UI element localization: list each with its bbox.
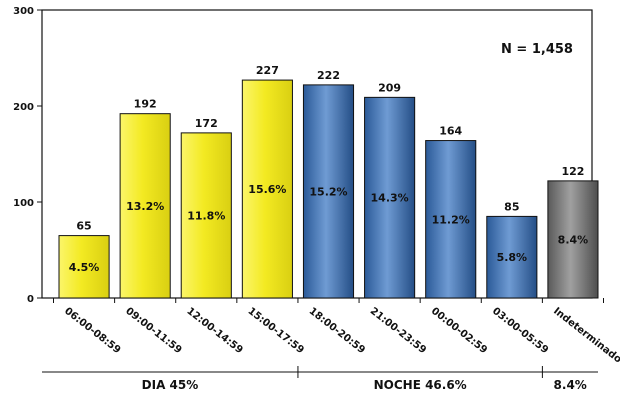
bar-03-00-05-59 — [486, 215, 538, 299]
bar-percent-label: 13.2% — [126, 200, 164, 213]
bar-value-label: 222 — [317, 69, 340, 82]
bar-12-00-14-59 — [180, 132, 232, 299]
group-label: NOCHE 46.6% — [374, 378, 467, 392]
bar-percent-label: 5.8% — [497, 251, 528, 264]
bar-value-label: 172 — [195, 117, 218, 130]
y-tick-label: 300 — [13, 6, 34, 17]
x-tick-label: 03:00-05:59 — [490, 306, 550, 356]
bar-percent-label: 15.2% — [309, 185, 347, 198]
group-label: DIA 45% — [142, 378, 199, 392]
x-tick-label: 18:00-20:59 — [307, 306, 367, 356]
x-tick-label: 09:00-11:59 — [123, 306, 183, 356]
bar-value-label: 227 — [256, 64, 279, 77]
x-tick-label: Indeterminado — [551, 306, 620, 366]
y-axis: 0 100 200 300 — [13, 6, 42, 305]
x-axis: 06:00-08:59 09:00-11:59 12:00-14:59 15:00-1… — [53, 298, 620, 366]
x-tick-label: 21:00-23:59 — [368, 306, 428, 356]
y-tick-label: 0 — [27, 294, 34, 305]
bar-percent-label: 4.5% — [69, 261, 100, 274]
bar-15-00-17-59 — [241, 79, 293, 299]
bar-21-00-23-59 — [364, 96, 416, 299]
bar-indeterminado — [547, 180, 599, 299]
bars: 65 4.5% 192 13.2% 172 11.8% 227 15.6% 222 15.2% 20… — [58, 64, 599, 299]
bar-value-label: 65 — [76, 220, 91, 233]
bar-value-label: 209 — [378, 81, 401, 94]
x-tick-label: 12:00-14:59 — [184, 306, 244, 356]
bar-09-00-11-59 — [119, 113, 171, 299]
bar-00-00-02-59 — [425, 140, 477, 299]
x-tick-label: 06:00-08:59 — [62, 306, 122, 356]
bar-18-00-20-59 — [302, 84, 355, 299]
bar-value-label: 192 — [134, 98, 157, 111]
bar-percent-label: 8.4% — [558, 233, 589, 246]
bar-value-label: 85 — [504, 200, 519, 213]
bar-value-label: 122 — [561, 165, 584, 178]
group-brackets: DIA 45% NOCHE 46.6% 8.4% — [42, 366, 598, 392]
y-tick-label: 200 — [13, 102, 34, 113]
y-tick-label: 100 — [13, 198, 34, 209]
bar-percent-label: 11.2% — [432, 213, 470, 226]
bar-value-label: 164 — [439, 125, 462, 138]
bar-06-00-08-59 — [58, 235, 110, 299]
bar-percent-label: 11.8% — [187, 209, 225, 222]
bar-percent-label: 15.6% — [248, 183, 286, 196]
x-tick-label: 15:00-17:59 — [246, 306, 306, 356]
x-tick-label: 00:00-02:59 — [429, 306, 489, 356]
sample-size-annotation: N = 1,458 — [501, 42, 573, 57]
bar-percent-label: 14.3% — [371, 192, 409, 205]
group-label: 8.4% — [554, 378, 587, 392]
